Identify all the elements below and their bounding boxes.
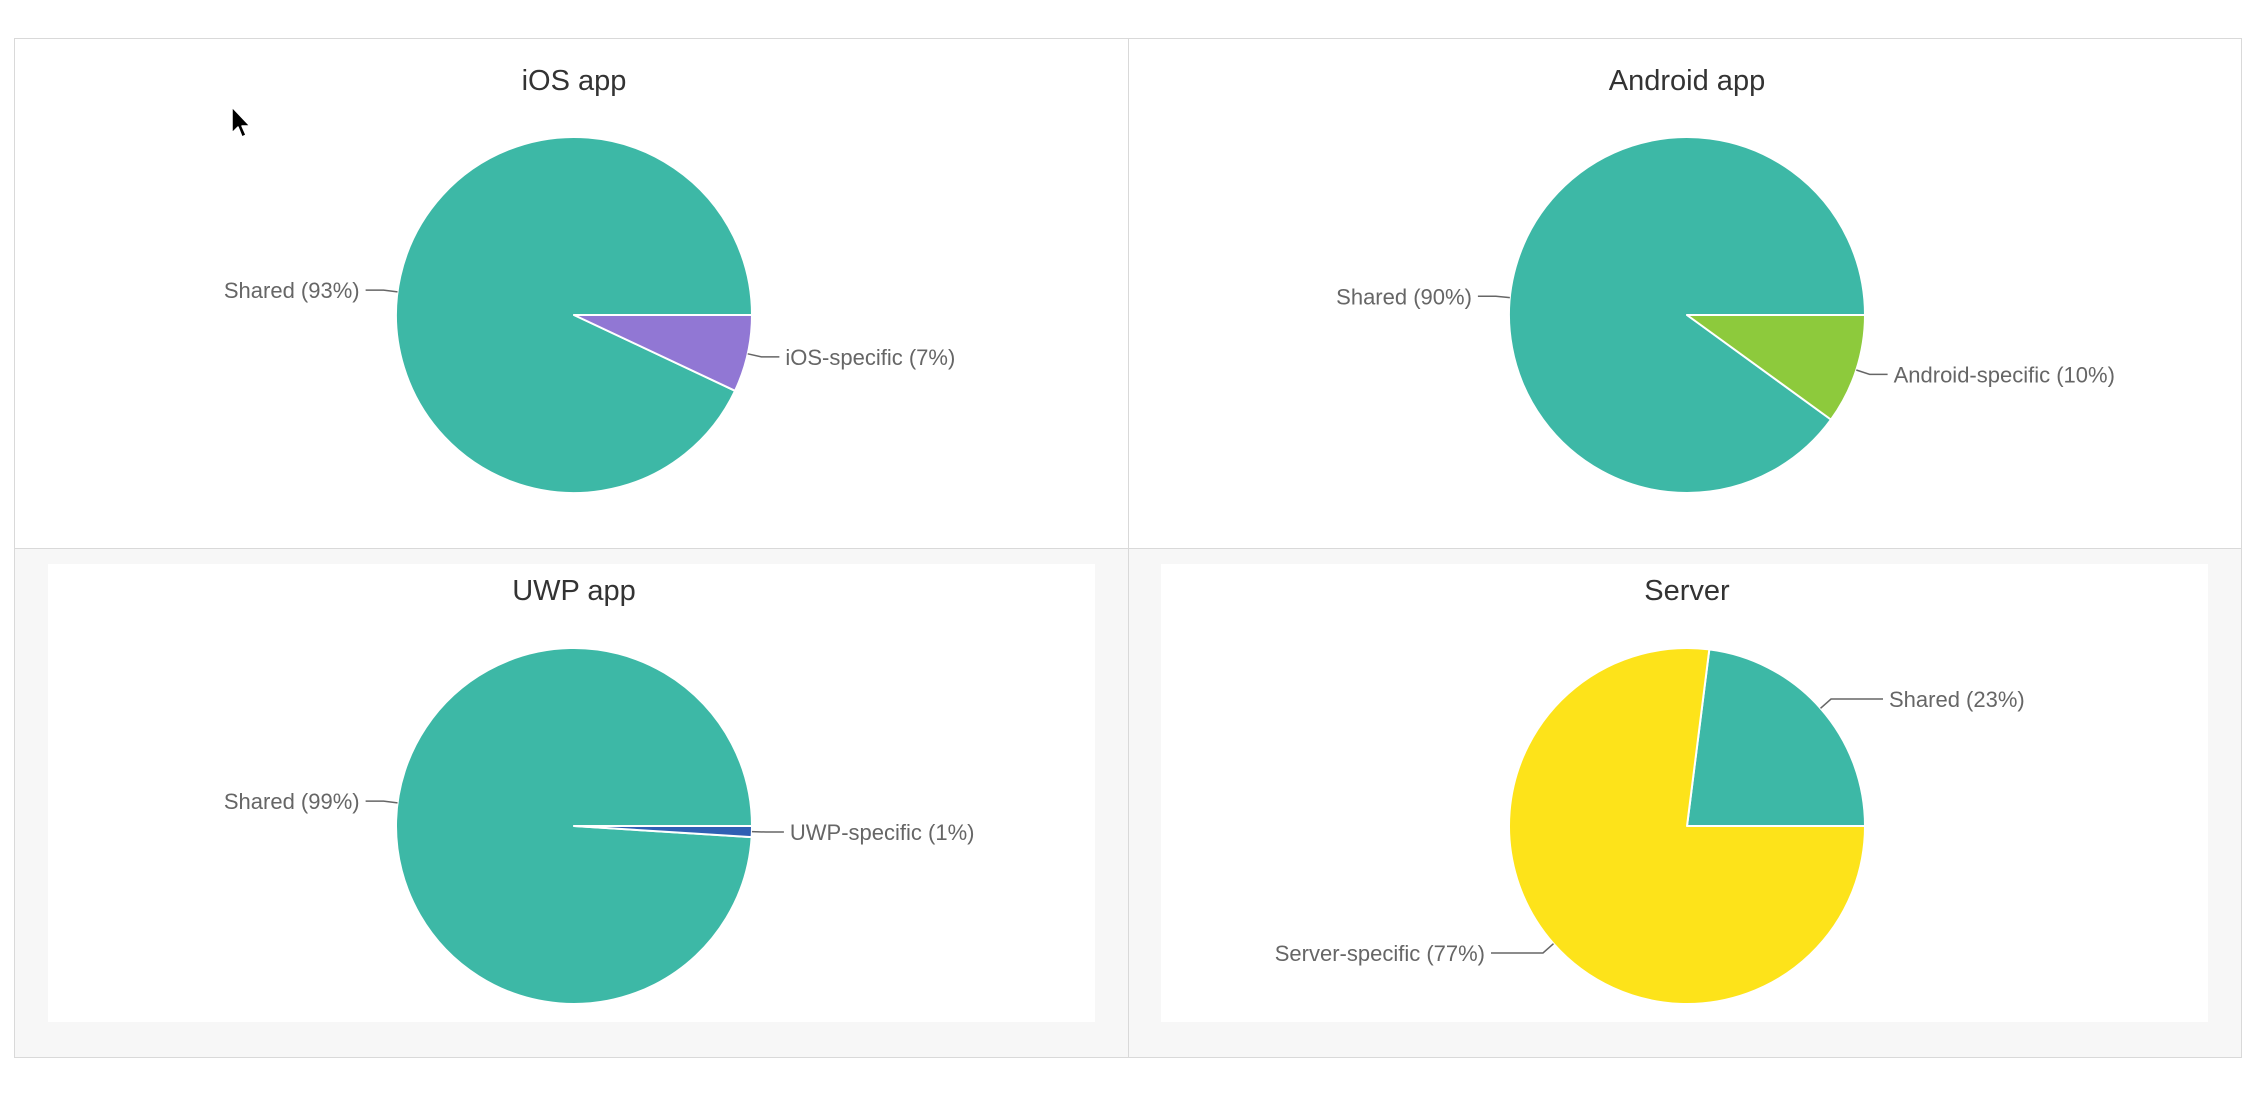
chart-panel-ios: iOS app Shared (93%) iOS-specific (7%) [15, 39, 1128, 548]
charts-grid: iOS app Shared (93%) iOS-specific (7%) And… [14, 38, 2242, 1058]
pie-chart-android-app: Android app Shared (90%) Android-specific … [1336, 65, 2115, 494]
slice-label-shared: Shared (99%) [224, 789, 360, 814]
pie-slice-ios-specific[interactable] [573, 314, 753, 392]
slice-label-shared: Shared (90%) [1336, 284, 1472, 309]
chart-panel-android: Android app Shared (90%) Android-specific … [1129, 39, 2241, 548]
slice-label-shared: Shared (93%) [224, 278, 360, 303]
chart-title: iOS app [522, 65, 627, 97]
pie-slice-shared[interactable] [1508, 136, 1866, 494]
slice-label-connector [365, 289, 398, 293]
chart-panel-uwp: UWP app Shared (99%) UWP-specific (1%) [48, 564, 1095, 1022]
slice-label-connector [1820, 698, 1883, 709]
pie-chart-ios-app: iOS app Shared (93%) iOS-specific (7%) [224, 65, 955, 494]
slice-label-shared: Shared (23%) [1889, 687, 2025, 712]
chart-title: UWP app [512, 575, 636, 607]
horizontal-divider [15, 548, 2241, 549]
chart-panel-server: Server Shared (23%) Server-specific (77%) [1161, 564, 2208, 1022]
pie-slice-android-specific[interactable] [1686, 314, 1866, 421]
mouse-cursor-icon [231, 106, 251, 138]
pie-slice-shared[interactable] [1686, 648, 1866, 827]
slice-label-android-specific: Android-specific (10%) [1894, 362, 2115, 387]
slice-label-connector [1856, 369, 1888, 376]
pie-chart-server: Server Shared (23%) Server-specific (77%) [1275, 575, 2025, 1005]
slice-label-connector [1477, 295, 1510, 299]
slice-label-connector [1491, 943, 1554, 954]
chart-title: Android app [1609, 65, 1765, 97]
pie-chart-uwp-app: UWP app Shared (99%) UWP-specific (1%) [224, 575, 975, 1005]
pie-slice-shared[interactable] [395, 136, 753, 494]
slice-label-connector [747, 353, 780, 358]
slice-label-server-specific: Server-specific (77%) [1275, 941, 1485, 966]
slice-label-ios-specific: iOS-specific (7%) [785, 345, 955, 370]
chart-title: Server [1644, 575, 1730, 607]
slice-label-uwp-specific: UWP-specific (1%) [790, 820, 975, 845]
slice-label-connector [365, 800, 398, 804]
